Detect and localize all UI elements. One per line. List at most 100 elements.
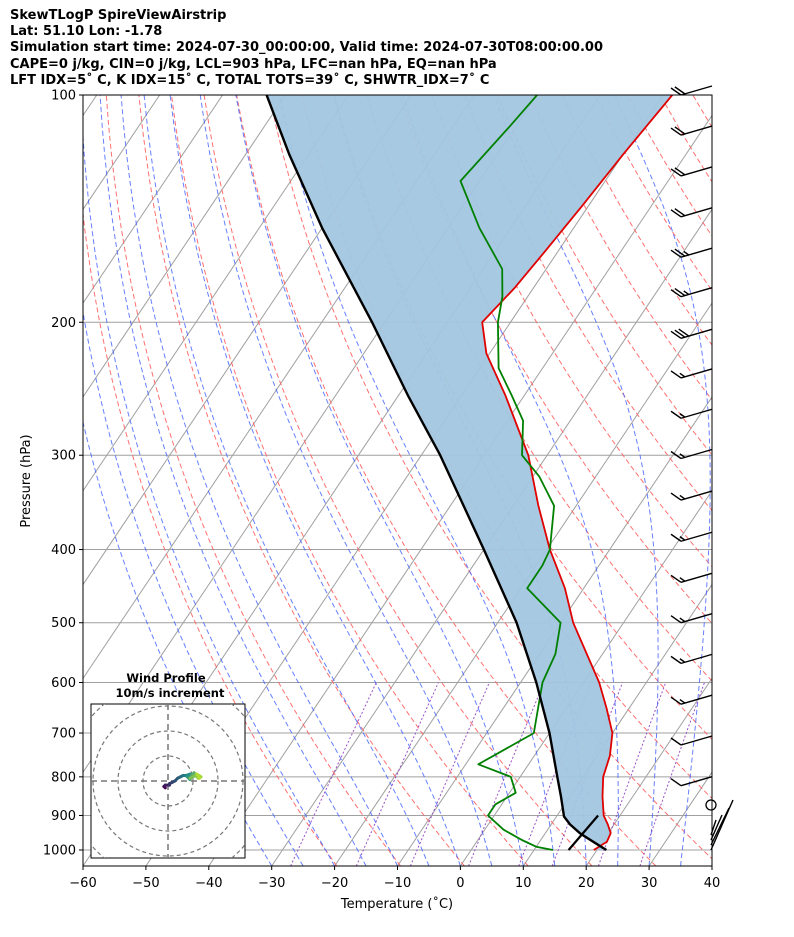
y-axis-label: Pressure (hPa) xyxy=(19,434,34,527)
wind-barb-half xyxy=(679,577,686,582)
dry-adiabat-line xyxy=(594,95,712,292)
hodograph-plot xyxy=(91,704,245,858)
hodograph-title: Wind Profile xyxy=(126,671,206,685)
wind-barb-flag xyxy=(670,778,682,787)
wind-barb-staff xyxy=(680,368,713,379)
wind-barb xyxy=(670,448,713,460)
wind-barb xyxy=(670,247,713,258)
wind-barb-half xyxy=(679,698,686,704)
dry-adiabat-line xyxy=(203,95,593,866)
wind-barb xyxy=(670,613,713,624)
dry-adiabat-line xyxy=(496,95,712,456)
dry-adiabat-line xyxy=(659,95,712,183)
wind-barb-flag xyxy=(670,289,682,298)
wind-barb-half xyxy=(679,413,686,418)
cin-shaded-area xyxy=(266,95,673,850)
isotherm-line xyxy=(459,489,712,866)
wind-barb xyxy=(670,166,713,177)
dry-adiabat-line xyxy=(725,95,794,866)
x-tick-label: −60 xyxy=(69,876,96,891)
wind-barb-flag xyxy=(670,209,682,218)
wind-barb-staff xyxy=(680,531,713,542)
wind-barb-staff xyxy=(680,85,713,96)
wind-barb-staff xyxy=(680,328,713,339)
wind-barb-flag xyxy=(674,248,686,257)
wind-barb xyxy=(670,287,713,298)
wind-barb xyxy=(670,653,713,665)
hodograph-ring xyxy=(117,730,219,832)
wind-barb-flag xyxy=(674,288,686,297)
time-line: Simulation start time: 2024-07-30_00:00:… xyxy=(10,40,603,56)
isotherm-line xyxy=(648,771,712,866)
isotherm-line xyxy=(585,677,712,866)
y-tick-label: 100 xyxy=(51,89,76,104)
surface-parcel-line xyxy=(567,814,599,851)
calm-wind-circle xyxy=(705,799,717,811)
location-line: Lat: 51.10 Lon: -1.78 xyxy=(10,24,163,40)
wind-barb-flag xyxy=(670,450,682,460)
x-tick-label: 0 xyxy=(456,876,464,891)
moist-adiabat-line xyxy=(278,95,556,866)
moist-adiabat-line xyxy=(199,95,493,866)
y-tick-label: 600 xyxy=(51,676,76,691)
surface-wind-barb xyxy=(710,814,723,841)
moist-adiabat-line xyxy=(711,862,712,866)
wind-barb-flag xyxy=(674,86,686,95)
wind-barb-staff xyxy=(680,776,713,787)
wind-barb-staff xyxy=(680,207,713,218)
wind-barb-flag xyxy=(670,574,682,583)
x-tick-label: 30 xyxy=(641,876,658,891)
wind-barbs xyxy=(670,85,734,851)
wind-barb-flag xyxy=(670,87,682,96)
dry-adiabat-line xyxy=(791,95,794,866)
wind-barb-staff xyxy=(680,247,713,258)
wind-barb-staff xyxy=(680,166,713,177)
index-line: LFT IDX=5˚ C, K IDX=15˚ C, TOTAL TOTS=39… xyxy=(10,72,490,88)
dry-adiabat-line xyxy=(105,95,401,866)
mixing-ratio-line xyxy=(355,682,439,866)
isotherm-line xyxy=(83,95,349,492)
x-tick-label: −30 xyxy=(258,876,285,891)
wind-barb-flag xyxy=(674,208,686,217)
wind-barb-flag xyxy=(670,127,682,136)
dry-adiabat-line xyxy=(83,209,338,866)
cin-shading xyxy=(266,95,673,850)
dry-adiabat-line xyxy=(692,95,712,129)
parcel-line xyxy=(265,95,608,852)
wind-barb xyxy=(670,85,713,96)
y-tick-label: 300 xyxy=(51,449,76,464)
wind-barb-staff xyxy=(680,287,713,298)
wind-barb-half xyxy=(679,617,686,623)
wind-barb-half xyxy=(679,658,686,663)
surface-wind-barb xyxy=(710,819,717,836)
dewpoint-line xyxy=(459,95,562,851)
moist-adiabat-line xyxy=(83,129,336,866)
y-tick-label: 200 xyxy=(51,316,76,331)
wind-barb xyxy=(670,125,713,136)
dry-adiabat-line xyxy=(171,95,529,866)
wind-barb xyxy=(670,328,713,339)
isotherm-line xyxy=(83,95,98,117)
x-tick-label: −50 xyxy=(132,876,159,891)
x-tick-label: 40 xyxy=(704,876,721,891)
isotherm-line xyxy=(711,865,712,866)
y-tick-label: 500 xyxy=(51,616,76,631)
wind-barb xyxy=(670,572,713,583)
wind-barb xyxy=(670,776,713,787)
wind-barb-flag xyxy=(670,655,682,664)
wind-barb-staff xyxy=(680,735,713,746)
moist-adiabat-line xyxy=(143,95,430,866)
y-tick-label: 700 xyxy=(51,727,76,742)
axis-ticks: −60 −50 −40 −30 −20 −10 0 10 20 30 40 1000 900 800 700… xyxy=(43,89,720,892)
chart-title: SkewTLogP SpireViewAirstrip xyxy=(10,8,227,23)
wind-barb xyxy=(670,735,713,746)
moist-adiabat-line xyxy=(614,95,711,866)
wind-barb-flag xyxy=(674,126,686,135)
wind-barb-flag xyxy=(670,330,682,339)
dry-adiabat-line xyxy=(758,95,794,866)
wind-barb xyxy=(670,408,713,419)
x-tick-label: −20 xyxy=(321,876,348,891)
wind-barb-flag xyxy=(670,492,682,501)
moist-adiabat-line xyxy=(120,95,398,866)
